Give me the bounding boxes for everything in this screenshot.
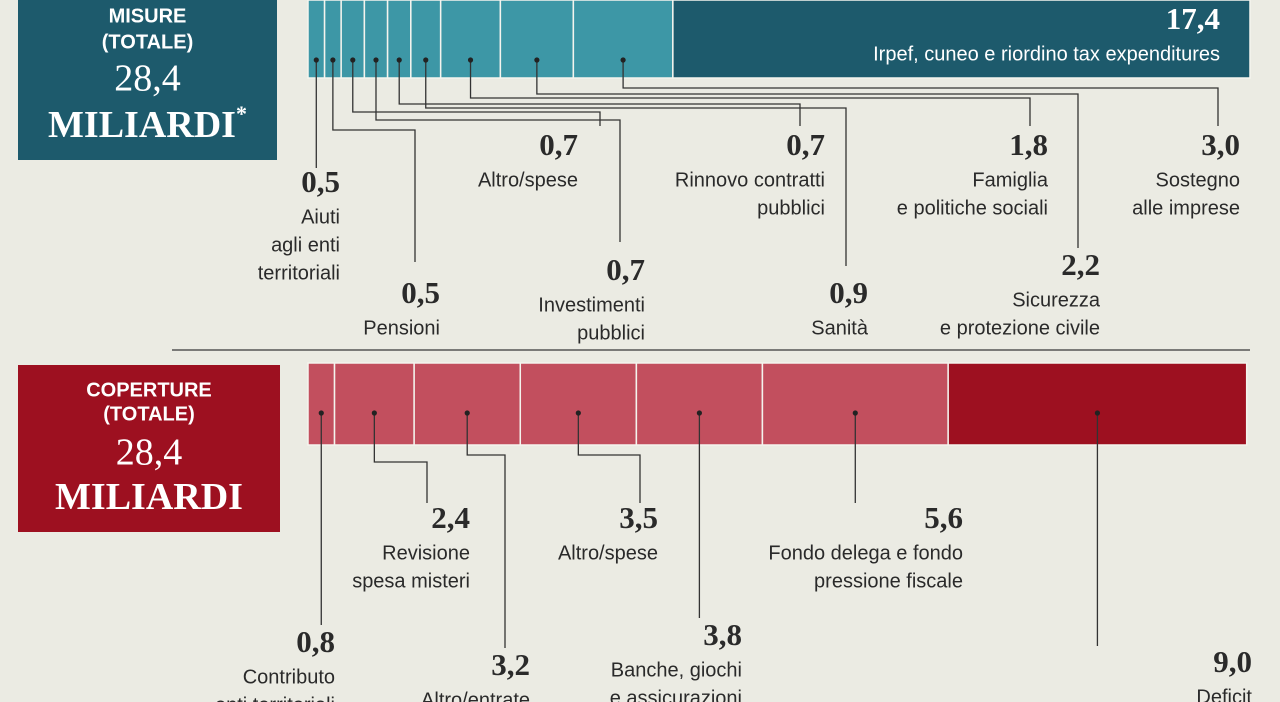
category-label: Famiglia — [972, 169, 1048, 191]
category-label: pubblici — [577, 322, 645, 344]
connector — [332, 60, 416, 262]
title-box — [18, 0, 277, 160]
connector-dot — [313, 57, 319, 63]
total: 28,4 — [116, 432, 183, 474]
connector-dot — [575, 410, 581, 416]
unit: MILIARDI* — [48, 101, 247, 146]
connector-dot — [423, 57, 429, 63]
category-label: pubblici — [757, 197, 825, 219]
connector-dot — [534, 57, 540, 63]
category-label: Aiuti — [301, 206, 340, 228]
category-label: Rinnovo contratti — [675, 169, 825, 191]
unit-text: MILIARDI — [55, 476, 243, 518]
value-label: 0,5 — [301, 164, 340, 199]
category-label: Contributo — [243, 666, 335, 688]
connector — [373, 413, 428, 503]
category-label: alle imprese — [1132, 197, 1240, 219]
category-label: Revisione — [382, 542, 470, 564]
category-label: pressione fiscale — [814, 570, 963, 592]
unit-text: MILIARDI — [48, 104, 236, 146]
connector-dot — [620, 57, 626, 63]
connector — [622, 60, 1219, 126]
value-label: 0,7 — [606, 252, 645, 287]
category-label: Sanità — [811, 317, 869, 339]
footnote-mark: * — [236, 101, 247, 126]
connector — [466, 413, 506, 648]
value-label: 17,4 — [1166, 1, 1220, 36]
connector — [425, 60, 847, 266]
category-label: Sicurezza — [1012, 289, 1101, 311]
connector-dot — [318, 410, 324, 416]
connector-dot — [1094, 410, 1101, 416]
connector-dot — [373, 57, 379, 63]
value-label: 3,2 — [491, 647, 530, 682]
value-label: 0,7 — [539, 127, 578, 162]
value-label: 3,8 — [703, 617, 742, 652]
connector — [536, 60, 1079, 248]
category-label: e politiche sociali — [897, 197, 1048, 219]
title-line: COPERTURE — [86, 379, 212, 401]
unit: MILIARDI — [55, 476, 243, 518]
category-label: territoriali — [258, 262, 340, 284]
connector-dot — [396, 57, 402, 63]
title-line: (TOTALE) — [103, 403, 194, 425]
connector — [352, 60, 601, 126]
connector — [398, 60, 801, 126]
connector-dot — [696, 410, 702, 416]
value-label: 2,2 — [1061, 247, 1100, 282]
category-label: Irpef, cuneo e riordino tax expenditures — [873, 43, 1220, 65]
value-label: 1,8 — [1009, 127, 1048, 162]
category-label: Altro/spese — [478, 169, 578, 191]
value-label: 0,9 — [829, 275, 868, 310]
value-label: 5,6 — [924, 500, 963, 535]
category-label: Deficit — [1196, 686, 1252, 702]
category-label: Investimenti — [538, 294, 645, 316]
category-label: e protezione civile — [940, 317, 1100, 339]
category-label: e assicurazioni — [610, 687, 742, 702]
connector-dot — [330, 57, 336, 63]
connector — [375, 60, 621, 242]
connector-dot — [371, 410, 377, 416]
connector — [577, 413, 641, 503]
bar-segment — [672, 0, 1251, 79]
category-label: Banche, giochi — [611, 659, 742, 681]
category-label: spesa misteri — [352, 570, 470, 592]
connector-dot — [467, 57, 474, 63]
connector-dot — [350, 57, 356, 63]
value-label: 9,0 — [1213, 644, 1252, 679]
value-label: 3,5 — [619, 500, 658, 535]
category-label: agli enti — [271, 234, 340, 256]
total: 28,4 — [114, 58, 181, 100]
value-label: 0,7 — [786, 127, 825, 162]
value-label: 0,8 — [296, 624, 335, 659]
category-label: enti territoriali — [215, 694, 335, 702]
category-label: Sostegno — [1155, 169, 1240, 191]
connector-dot — [852, 410, 858, 416]
category-label: Fondo delega e fondo — [768, 542, 963, 564]
connector-dot — [464, 410, 470, 416]
title-box — [18, 365, 280, 532]
value-label: 3,0 — [1201, 127, 1240, 162]
title-line: (TOTALE) — [102, 31, 193, 53]
category-label: Altro/entrate — [421, 689, 530, 702]
title-line: MISURE — [109, 5, 187, 27]
value-label: 0,5 — [401, 275, 440, 310]
value-label: 2,4 — [431, 500, 470, 535]
category-label: Pensioni — [363, 317, 440, 339]
category-label: Altro/spese — [558, 542, 658, 564]
connector — [469, 60, 1031, 126]
